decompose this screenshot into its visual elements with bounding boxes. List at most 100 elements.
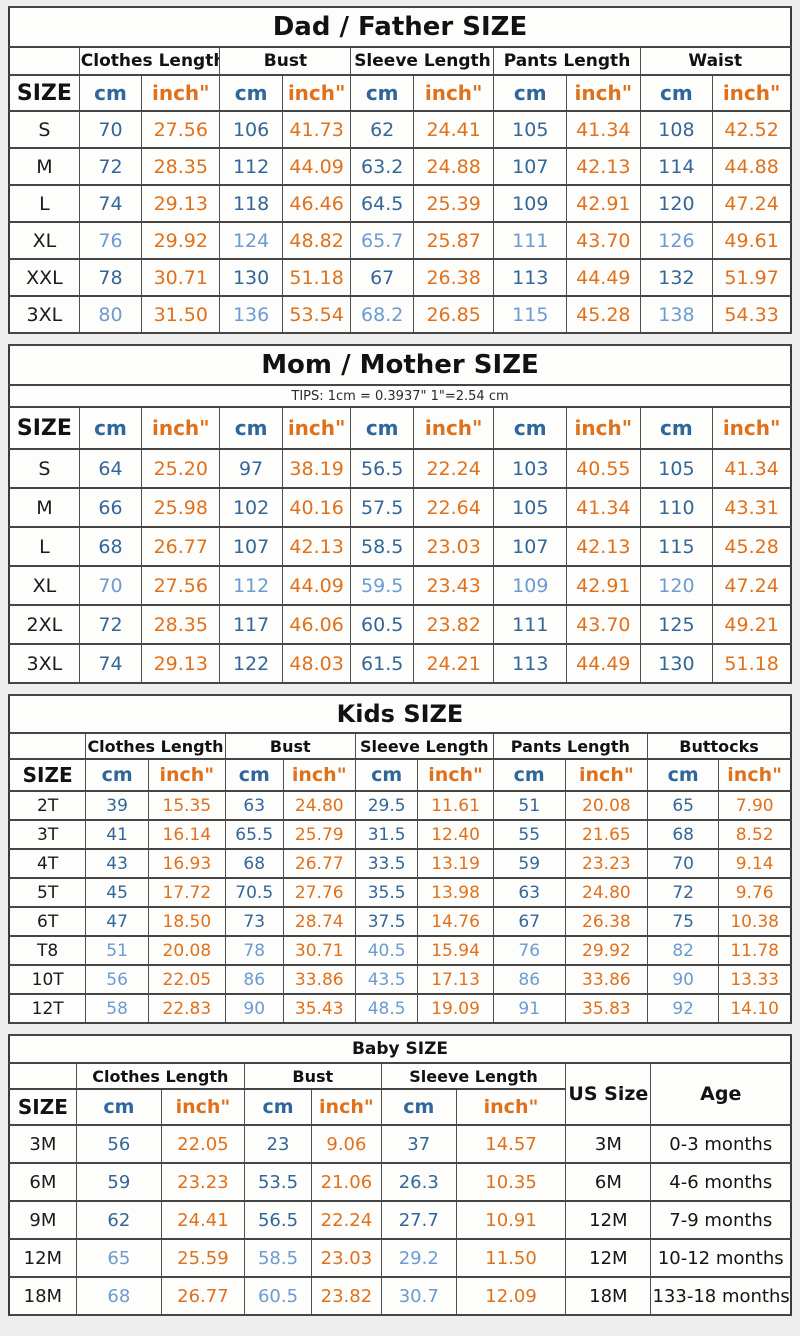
inch-value: 48.03 xyxy=(281,643,352,684)
cm-value: 37 xyxy=(380,1124,457,1164)
cm-value: 62 xyxy=(350,110,414,149)
tips-note: TIPS: 1cm = 0.3937" 1"=2.54 cm xyxy=(8,384,792,408)
mom-size-table: Mom / Mother SIZE TIPS: 1cm = 0.3937" 1"=… xyxy=(8,344,792,684)
inch-value: 9.06 xyxy=(311,1124,382,1164)
inch-value: 28.35 xyxy=(141,147,221,186)
cm-value: 47 xyxy=(85,906,149,937)
cm-value: 62 xyxy=(75,1200,162,1240)
inch-value: 27.56 xyxy=(141,565,221,606)
inch-column-header: inch" xyxy=(566,406,641,450)
cm-value: 115 xyxy=(493,295,568,334)
inch-value: 26.77 xyxy=(282,848,356,879)
inch-value: 45.28 xyxy=(712,526,792,567)
age-value: 7-9 months xyxy=(650,1200,792,1240)
cm-value: 70 xyxy=(78,565,143,606)
cm-value: 105 xyxy=(639,448,714,489)
inch-value: 24.88 xyxy=(412,147,495,186)
cm-value: 136 xyxy=(219,295,283,334)
inch-value: 40.16 xyxy=(281,487,352,528)
cm-column-header: cm xyxy=(219,406,283,450)
table-row: 3M 56 22.05 23 9.06 37 14.57 3M 0-3 months xyxy=(8,1124,792,1164)
cm-value: 41 xyxy=(85,819,149,850)
us-size-value: 18M xyxy=(565,1276,652,1316)
inch-value: 41.34 xyxy=(712,448,792,489)
cm-value: 111 xyxy=(493,604,568,645)
cm-value: 65.7 xyxy=(350,221,414,260)
cm-column-header: cm xyxy=(350,74,414,112)
cm-value: 91 xyxy=(492,993,566,1024)
cm-value: 76 xyxy=(78,221,143,260)
cm-value: 122 xyxy=(219,643,283,684)
cm-value: 78 xyxy=(78,258,143,297)
table-row: SIZE cm inch" cm inch" cm inch" cm inch" cm inch" xyxy=(8,406,792,450)
cm-column-header: cm xyxy=(78,74,143,112)
size-label: 18M xyxy=(8,1276,77,1316)
inch-value: 23.03 xyxy=(412,526,495,567)
inch-column-header: inch" xyxy=(281,406,352,450)
inch-value: 33.86 xyxy=(282,964,356,995)
cm-value: 66 xyxy=(78,487,143,528)
size-label: XL xyxy=(8,221,80,260)
inch-value: 51.97 xyxy=(712,258,792,297)
inch-value: 42.13 xyxy=(281,526,352,567)
age-value: 4-6 months xyxy=(650,1162,792,1202)
size-label: 9M xyxy=(8,1200,77,1240)
table-row: Dad / Father SIZE xyxy=(8,6,792,48)
inch-column-header: inch" xyxy=(712,74,792,112)
cm-value: 57.5 xyxy=(350,487,414,528)
cm-value: 109 xyxy=(493,565,568,606)
inch-value: 14.76 xyxy=(417,906,494,937)
inch-value: 12.09 xyxy=(455,1276,567,1316)
inch-value: 44.49 xyxy=(566,643,641,684)
inch-value: 46.06 xyxy=(281,604,352,645)
cm-column-header: cm xyxy=(78,406,143,450)
cm-value: 111 xyxy=(493,221,568,260)
cm-value: 70 xyxy=(78,110,143,149)
inch-value: 45.28 xyxy=(566,295,641,334)
cm-value: 67 xyxy=(350,258,414,297)
size-label: 4T xyxy=(8,848,87,879)
cm-value: 63.2 xyxy=(350,147,414,186)
cm-value: 35.5 xyxy=(354,877,419,908)
group-header: Clothes Length xyxy=(78,46,221,76)
cm-value: 125 xyxy=(639,604,714,645)
table-row: 18M 68 26.77 60.5 23.82 30.7 12.09 18M 133-18 mo… xyxy=(8,1276,792,1316)
size-label: 6T xyxy=(8,906,87,937)
inch-value: 42.91 xyxy=(566,184,641,223)
cm-value: 48.5 xyxy=(354,993,419,1024)
inch-value: 14.57 xyxy=(455,1124,567,1164)
inch-value: 47.24 xyxy=(712,184,792,223)
cm-value: 74 xyxy=(78,643,143,684)
inch-value: 11.61 xyxy=(417,790,494,821)
cm-value: 107 xyxy=(219,526,283,567)
size-label: 12T xyxy=(8,993,87,1024)
cm-value: 106 xyxy=(219,110,283,149)
cm-value: 26.3 xyxy=(380,1162,457,1202)
inch-value: 18.50 xyxy=(147,906,226,937)
cm-value: 45 xyxy=(85,877,149,908)
inch-value: 29.13 xyxy=(141,184,221,223)
group-header-spacer xyxy=(8,1062,77,1090)
table-row: S 64 25.20 97 38.19 56.5 22.24 103 40.55 105 41.34 xyxy=(8,448,792,489)
cm-value: 27.7 xyxy=(380,1200,457,1240)
inch-value: 24.80 xyxy=(282,790,356,821)
cm-value: 60.5 xyxy=(350,604,414,645)
cm-value: 51 xyxy=(492,790,566,821)
inch-value: 44.09 xyxy=(281,147,352,186)
inch-value: 53.54 xyxy=(281,295,352,334)
inch-value: 29.13 xyxy=(141,643,221,684)
table-row: L 68 26.77 107 42.13 58.5 23.03 107 42.13 115 45.2… xyxy=(8,526,792,567)
table-row: XL 76 29.92 124 48.82 65.7 25.87 111 43.70 126 49.… xyxy=(8,221,792,260)
cm-value: 56 xyxy=(85,964,149,995)
size-label: M xyxy=(8,147,80,186)
inch-value: 54.33 xyxy=(712,295,792,334)
size-label: 12M xyxy=(8,1238,77,1278)
us-size-value: 6M xyxy=(565,1162,652,1202)
inch-column-header: inch" xyxy=(718,758,792,792)
inch-value: 30.71 xyxy=(141,258,221,297)
dad-size-table: Dad / Father SIZE Clothes Length Bust Sleev… xyxy=(8,6,792,334)
inch-value: 20.08 xyxy=(147,935,226,966)
cm-value: 67 xyxy=(492,906,566,937)
